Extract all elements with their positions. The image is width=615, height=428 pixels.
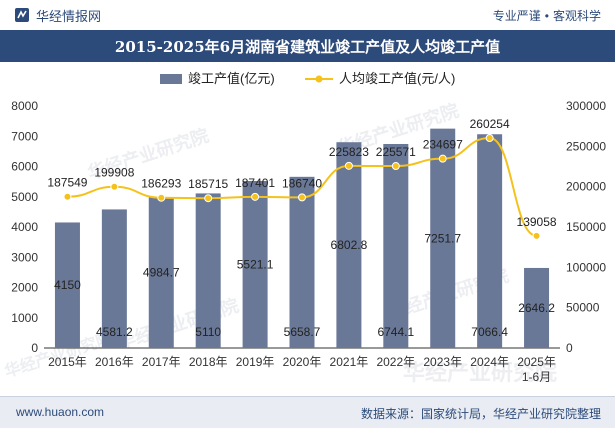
x-tick-label: 2025年 1-6月	[517, 355, 556, 384]
bar	[195, 193, 221, 348]
bar	[242, 180, 268, 348]
bar	[524, 267, 550, 348]
x-tick-label: 2023年	[423, 355, 462, 369]
bar	[430, 128, 456, 348]
bar-data-label: 5110	[195, 325, 221, 339]
watermark-text: 华经产业研究院	[403, 360, 557, 385]
y-right-tick-label: 200000	[566, 180, 606, 194]
line-point	[532, 231, 541, 240]
bar	[54, 222, 80, 348]
x-tick-label: 2016年	[95, 355, 134, 369]
bar	[289, 176, 315, 348]
x-tick-label: 2024年	[470, 355, 509, 369]
line-data-label: 187549	[47, 176, 87, 190]
separator-dot-icon: •	[544, 9, 549, 23]
line-point	[438, 154, 447, 163]
line-point	[110, 182, 119, 191]
bar-data-label: 7066.4	[471, 325, 508, 339]
y-left-tick-label: 6000	[11, 160, 38, 174]
y-right-tick-label: 0	[566, 341, 573, 355]
y-left-tick-label: 0	[31, 341, 38, 355]
bar-data-label: 2646.2	[518, 301, 555, 315]
bar-data-label: 6802.8	[331, 238, 368, 252]
y-right-tick-label: 150000	[566, 220, 606, 234]
footer: www.huaon.com 数据来源：国家统计局，华经产业研究院整理	[0, 396, 615, 428]
bar-data-label: 7251.7	[424, 231, 461, 245]
line-data-label: 260254	[470, 117, 510, 131]
chart: 华经产业研究院华经产业研究院华经产业研究院华经产业研究院华经产业研究院华经产业研…	[2, 71, 606, 385]
y-right-tick-label: 100000	[566, 260, 606, 274]
y-left-tick-label: 5000	[11, 190, 38, 204]
huajing-logo-icon	[15, 8, 29, 22]
tagline-left: 专业严谨	[492, 9, 541, 23]
line-data-label: 225823	[329, 145, 369, 159]
legend-bar-label: 竣工产值(亿元)	[188, 71, 275, 86]
bar	[477, 134, 503, 348]
y-left-tick-label: 4000	[11, 220, 38, 234]
legend-bar-swatch	[160, 74, 182, 84]
line-point	[157, 193, 166, 202]
chart-title: 2015-2025年6月湖南省建筑业竣工产值及人均竣工产值	[0, 30, 615, 62]
watermark-text: 华经产业研究院	[115, 294, 241, 353]
footer-source: 数据来源：国家统计局，华经产业研究院整理	[360, 407, 601, 421]
top-bar: 华经情报网 专业严谨 • 客观科学	[0, 0, 615, 30]
bar-data-label: 4150	[54, 278, 81, 292]
line-data-label: 187401	[235, 176, 275, 190]
x-tick-label: 2018年	[189, 355, 228, 369]
tagline: 专业严谨 • 客观科学	[493, 7, 601, 24]
bar-data-label: 5521.1	[237, 257, 274, 271]
bar-data-label: 6744.1	[377, 325, 414, 339]
bar-data-label: 4984.7	[143, 266, 180, 280]
y-left-tick-label: 3000	[11, 250, 38, 264]
y-right-tick-label: 50000	[566, 301, 600, 315]
line-point	[298, 193, 306, 202]
x-tick-label: 2021年	[330, 355, 369, 369]
footer-site: www.huaon.com	[16, 405, 105, 419]
bar	[148, 197, 174, 348]
x-tick-label: 2019年	[236, 355, 275, 369]
y-left-tick-label: 7000	[11, 129, 38, 143]
line-point	[251, 192, 260, 201]
x-tick-label: 2017年	[142, 355, 181, 369]
y-left-tick-label: 2000	[11, 281, 38, 295]
bar	[336, 142, 362, 348]
bar	[101, 209, 127, 348]
line-point	[344, 161, 353, 170]
x-tick-label: 2015年	[48, 355, 87, 369]
y-right-tick-label: 250000	[566, 139, 606, 153]
x-tick-label: 2020年	[283, 355, 322, 369]
brand: 华经情报网	[14, 6, 101, 24]
line-data-label: 185715	[188, 177, 228, 191]
line-data-label: 234697	[423, 138, 463, 152]
bar-data-label: 5658.7	[284, 325, 321, 339]
y-left-tick-label: 1000	[11, 311, 38, 325]
line-data-label: 186740	[282, 176, 322, 190]
line-point	[391, 162, 400, 171]
line-data-label: 139058	[517, 215, 557, 229]
y-right-tick-label: 300000	[566, 99, 606, 113]
line-point	[485, 134, 494, 143]
line-data-label: 199908	[94, 166, 134, 180]
series-line	[67, 137, 537, 237]
legend-line-marker	[315, 75, 323, 83]
tagline-right: 客观科学	[552, 9, 601, 23]
line-point	[204, 194, 213, 203]
bar-data-label: 4581.2	[96, 325, 133, 339]
y-left-tick-label: 8000	[11, 99, 38, 113]
line-data-label: 186293	[141, 177, 181, 191]
line-data-label: 225571	[376, 145, 416, 159]
legend-line-label: 人均竣工产值(元/人)	[339, 71, 455, 86]
bar	[383, 143, 409, 348]
line-point	[63, 192, 72, 201]
brand-name: 华经情报网	[36, 8, 102, 24]
x-tick-label: 2022年	[376, 355, 415, 369]
